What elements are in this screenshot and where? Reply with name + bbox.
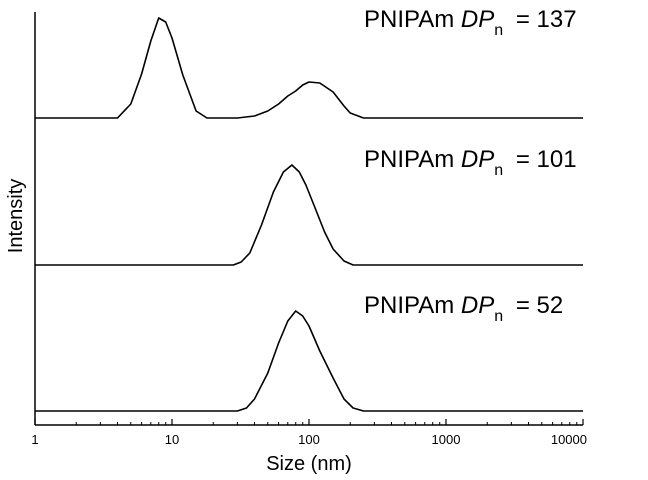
x-tick-label: 1000 xyxy=(432,432,461,447)
x-tick-label: 100 xyxy=(298,432,320,447)
series-labels: PNIPAm DPn = 137 PNIPAm DPn = 101 PNIPAm D… xyxy=(364,6,577,325)
axes: 1 10 100 1000 10000 xyxy=(31,12,587,447)
x-tick-label: 10000 xyxy=(551,432,587,447)
series-label-1: PNIPAm DPn = 137 xyxy=(364,6,577,39)
x-tick-label: 1 xyxy=(31,432,38,447)
x-axis-title: Size (nm) xyxy=(266,453,352,475)
series-curves xyxy=(35,17,583,412)
y-axis-title: Intensity xyxy=(5,179,27,253)
series-curve-3 xyxy=(35,310,583,412)
x-ticks: 1 10 100 1000 10000 xyxy=(31,419,587,447)
x-tick-label: 10 xyxy=(165,432,179,447)
series-curve-1 xyxy=(35,17,583,119)
series-label-2: PNIPAm DPn = 101 xyxy=(364,146,577,179)
series-label-3: PNIPAm DPn = 52 xyxy=(364,292,563,325)
series-curve-2 xyxy=(35,164,583,266)
